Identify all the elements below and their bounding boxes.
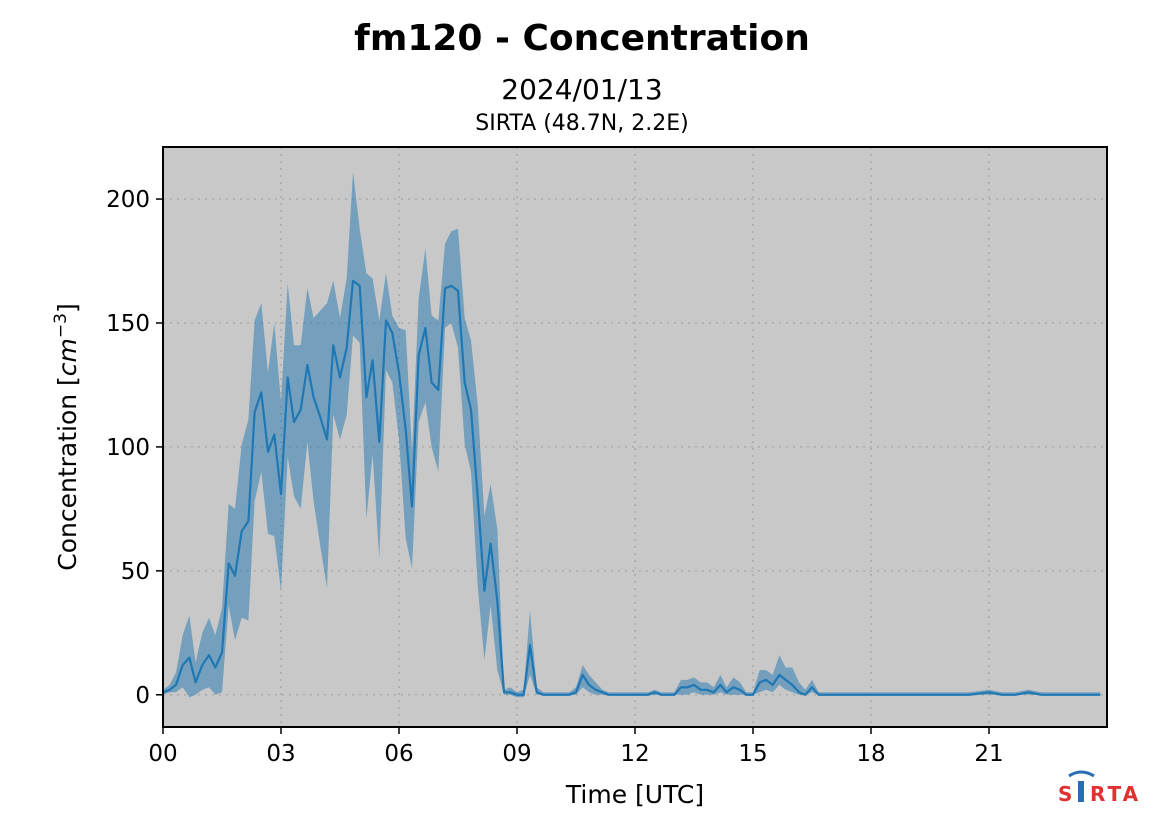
x-axis-label: Time [UTC] [565, 780, 704, 809]
y-tick-label: 150 [106, 311, 150, 337]
x-tick-label: 15 [738, 741, 767, 767]
y-tick-label: 200 [106, 187, 150, 213]
logo-text-left: S [1058, 782, 1075, 806]
sirta-logo: S RTA [1058, 770, 1141, 806]
y-ticks: 0 50 100 150 200 [106, 187, 163, 709]
logo-text-right: RTA [1090, 782, 1141, 806]
line-layer [162, 279, 1101, 696]
x-ticks: 00 03 06 09 12 15 18 21 [148, 727, 1004, 767]
logo-arc [1068, 770, 1095, 778]
chart-date: 2024/01/13 [501, 73, 662, 106]
chart-location: SIRTA (48.7N, 2.2E) [475, 111, 688, 136]
concentration-line [162, 279, 1101, 696]
y-axis-label-suffix: ] [53, 303, 82, 313]
y-tick-label: 0 [135, 683, 150, 709]
x-tick-label: 00 [148, 741, 177, 767]
chart-title: fm120 - Concentration [354, 18, 810, 59]
x-tick-label: 18 [856, 741, 885, 767]
y-axis-label-unit: cm [53, 338, 82, 376]
x-tick-label: 21 [974, 741, 1003, 767]
x-tick-label: 12 [620, 741, 649, 767]
grid [163, 147, 1107, 727]
y-axis-label-prefix: Concentration [ [53, 376, 82, 571]
x-tick-label: 09 [502, 741, 531, 767]
logo-bar [1078, 781, 1084, 802]
y-tick-label: 100 [106, 435, 150, 461]
y-tick-label: 50 [121, 559, 150, 585]
x-tick-label: 06 [384, 741, 413, 767]
y-axis-label-exp: −3 [51, 313, 71, 338]
x-tick-label: 03 [266, 741, 295, 767]
y-axis-label: Concentration [cm−3] [51, 303, 82, 571]
